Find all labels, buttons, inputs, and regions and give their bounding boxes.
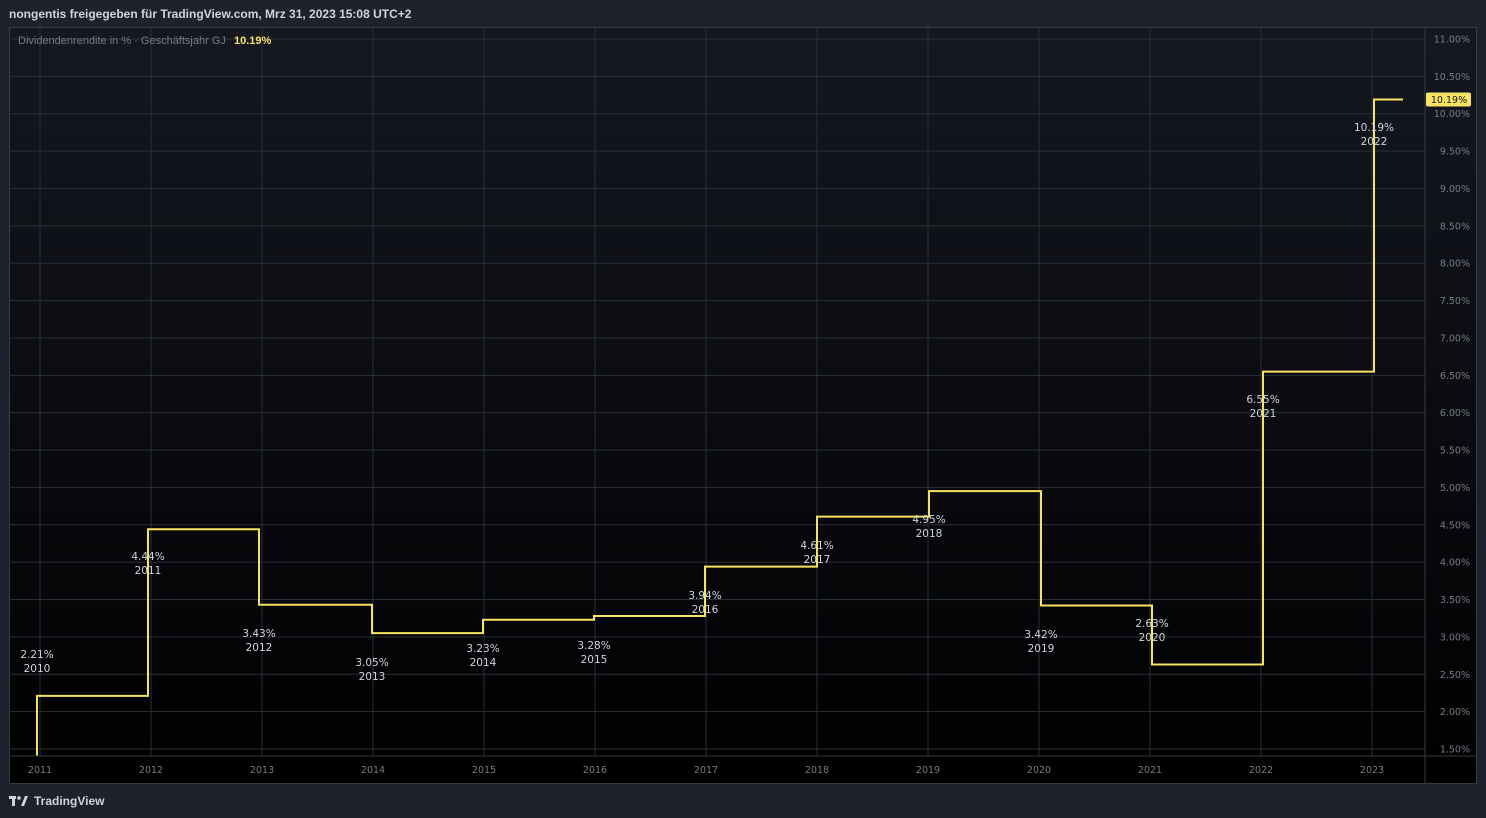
point-labels: 2.21% 2010 4.44% 2011 3.43% 2012 3.05% 2013 3.23…	[20, 122, 1394, 683]
tradingview-logo-icon	[9, 796, 28, 806]
y-tick-label: 6.00%	[1440, 408, 1470, 419]
x-tick-label: 2015	[472, 765, 496, 776]
chart-frame	[9, 27, 1477, 784]
chart-canvas[interactable]: 1.50% 2.00% 2.50% 3.00% 3.50% 4.00% 4.50% 5.00%…	[9, 27, 1477, 784]
x-tick-label: 2016	[583, 765, 607, 776]
axes: 1.50% 2.00% 2.50% 3.00% 3.50% 4.00% 4.50% 5.00%…	[9, 27, 1477, 784]
y-tick-label: 10.50%	[1434, 72, 1470, 83]
share-header: nongentis freigegeben für TradingView.co…	[9, 7, 412, 21]
x-tick-label: 2021	[1138, 765, 1162, 776]
y-tick-label: 4.00%	[1440, 558, 1470, 569]
last-value-tag	[1426, 92, 1471, 107]
dividend-yield-line	[36, 98, 1403, 756]
y-tick-label: 4.50%	[1440, 520, 1470, 531]
point-value-label: 3.23%	[466, 643, 499, 655]
grid	[9, 27, 1425, 756]
x-tick-label: 2023	[1360, 765, 1384, 776]
x-tick-label: 2014	[361, 765, 385, 776]
y-tick-label: 3.50%	[1440, 595, 1470, 606]
x-tick-label: 2017	[694, 765, 718, 776]
legend-label: Dividendenrendite in % · Geschäftsjahr G…	[18, 35, 226, 47]
point-value-label: 4.44%	[131, 551, 164, 563]
y-tick-label: 8.50%	[1440, 221, 1470, 232]
y-tick-label: 5.50%	[1440, 446, 1470, 457]
point-value-label: 6.55%	[1246, 394, 1279, 406]
series	[36, 98, 1403, 756]
x-tick-label: 2020	[1027, 765, 1051, 776]
x-tick-label: 2022	[1249, 765, 1273, 776]
y-tick-label: 3.00%	[1440, 632, 1470, 643]
point-year-label: 2013	[359, 671, 386, 683]
point-year-label: 2016	[692, 604, 719, 616]
y-tick-label: 5.00%	[1440, 483, 1470, 494]
x-tick-label: 2011	[28, 765, 52, 776]
point-value-label: 4.61%	[800, 540, 833, 552]
point-value-label: 10.19%	[1354, 122, 1394, 134]
y-tick-label: 10.00%	[1434, 109, 1470, 120]
point-value-label: 3.05%	[355, 657, 388, 669]
point-value-label: 2.63%	[1135, 618, 1168, 630]
point-year-label: 2021	[1250, 408, 1277, 420]
point-year-label: 2010	[24, 663, 51, 675]
point-value-label: 3.94%	[688, 590, 721, 602]
x-tick-label: 2018	[805, 765, 829, 776]
legend-value: 10.19%	[233, 35, 272, 47]
y-tick-label: 7.50%	[1440, 296, 1470, 307]
y-tick-label: 2.50%	[1440, 670, 1470, 681]
y-tick-label: 11.00%	[1434, 35, 1470, 46]
point-year-label: 2012	[246, 642, 273, 654]
point-value-label: 2.21%	[20, 649, 53, 661]
x-tick-label: 2012	[139, 765, 163, 776]
y-tick-label: 7.00%	[1440, 333, 1470, 344]
point-value-label: 3.42%	[1024, 629, 1057, 641]
point-value-label: 4.95%	[912, 514, 945, 526]
point-value-label: 3.43%	[242, 628, 275, 640]
point-year-label: 2018	[916, 528, 943, 540]
tradingview-footer[interactable]: TradingView	[9, 794, 104, 808]
point-value-label: 3.28%	[577, 640, 610, 652]
point-year-label: 2014	[470, 657, 497, 669]
y-tick-label: 1.50%	[1440, 745, 1470, 756]
point-year-label: 2015	[581, 654, 608, 666]
y-tick-label: 9.50%	[1440, 147, 1470, 158]
last-value-tag-label: 10.19%	[1431, 95, 1467, 106]
point-year-label: 2020	[1139, 632, 1166, 644]
x-tick-label: 2019	[916, 765, 940, 776]
y-tick-label: 2.00%	[1440, 707, 1470, 718]
y-tick-label: 8.00%	[1440, 259, 1470, 270]
series-legend[interactable]: Dividendenrendite in % · Geschäftsjahr G…	[18, 35, 271, 47]
y-tick-label: 6.50%	[1440, 371, 1470, 382]
point-year-label: 2022	[1361, 136, 1388, 148]
point-year-label: 2011	[135, 565, 162, 577]
point-year-label: 2017	[804, 554, 831, 566]
y-tick-label: 9.00%	[1440, 184, 1470, 195]
x-tick-label: 2013	[250, 765, 274, 776]
point-year-label: 2019	[1028, 643, 1055, 655]
footer-brand: TradingView	[34, 794, 105, 808]
